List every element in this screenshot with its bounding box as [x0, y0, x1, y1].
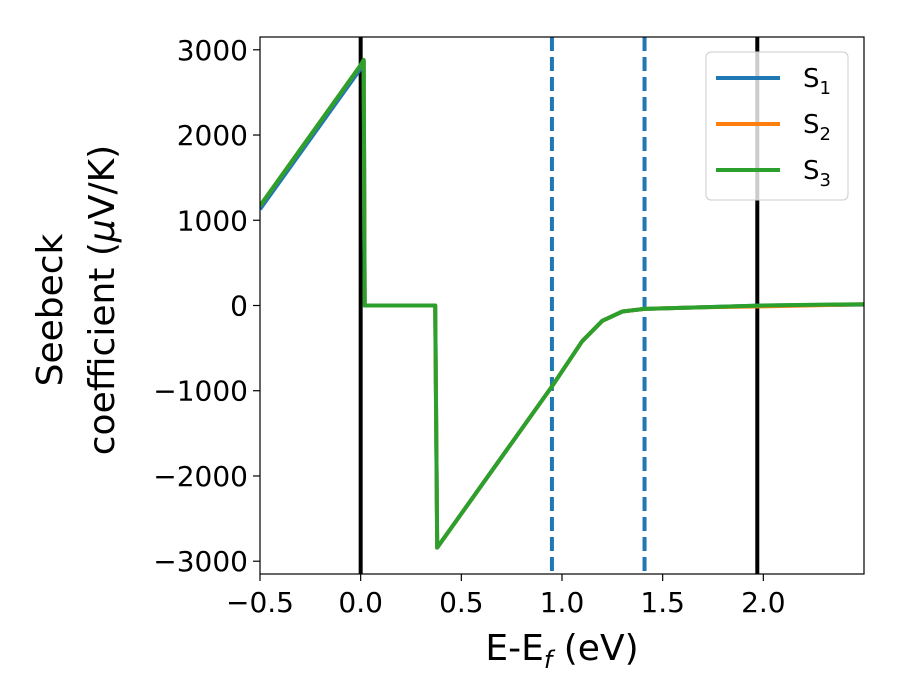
y-tick-label: −3000 — [153, 545, 248, 578]
x-axis-title: E-Ef (eV) — [485, 628, 638, 674]
legend-label-s1: S1 — [803, 64, 831, 99]
y-axis-title-line2: coefficient (μV/K) — [82, 145, 123, 455]
y-tick-label: −1000 — [153, 375, 248, 408]
series-line-s3 — [260, 58, 864, 550]
x-tick-label: 0.0 — [338, 586, 383, 619]
legend-label-s2: S2 — [803, 110, 831, 145]
x-tick-label: 2.0 — [741, 586, 786, 619]
x-axis-ticks: −0.5 0.0 0.5 1.0 1.5 2.0 — [226, 574, 786, 619]
x-tick-label: 1.0 — [540, 586, 585, 619]
y-axis-title-line1: Seebeck — [30, 233, 71, 386]
y-tick-label: −2000 — [153, 460, 248, 493]
y-tick-label: 0 — [230, 290, 248, 323]
x-tick-label: 0.5 — [439, 586, 484, 619]
y-tick-label: 1000 — [177, 204, 248, 237]
legend: S1 S2 S3 — [705, 51, 849, 201]
y-axis-ticks: −3000 −2000 −1000 0 1000 2000 3000 — [153, 34, 260, 578]
series-lines — [260, 58, 864, 550]
x-tick-label: −0.5 — [226, 586, 294, 619]
x-tick-label: 1.5 — [640, 586, 685, 619]
legend-label-s3: S3 — [803, 156, 831, 191]
y-tick-label: 3000 — [177, 34, 248, 67]
y-tick-label: 2000 — [177, 119, 248, 152]
